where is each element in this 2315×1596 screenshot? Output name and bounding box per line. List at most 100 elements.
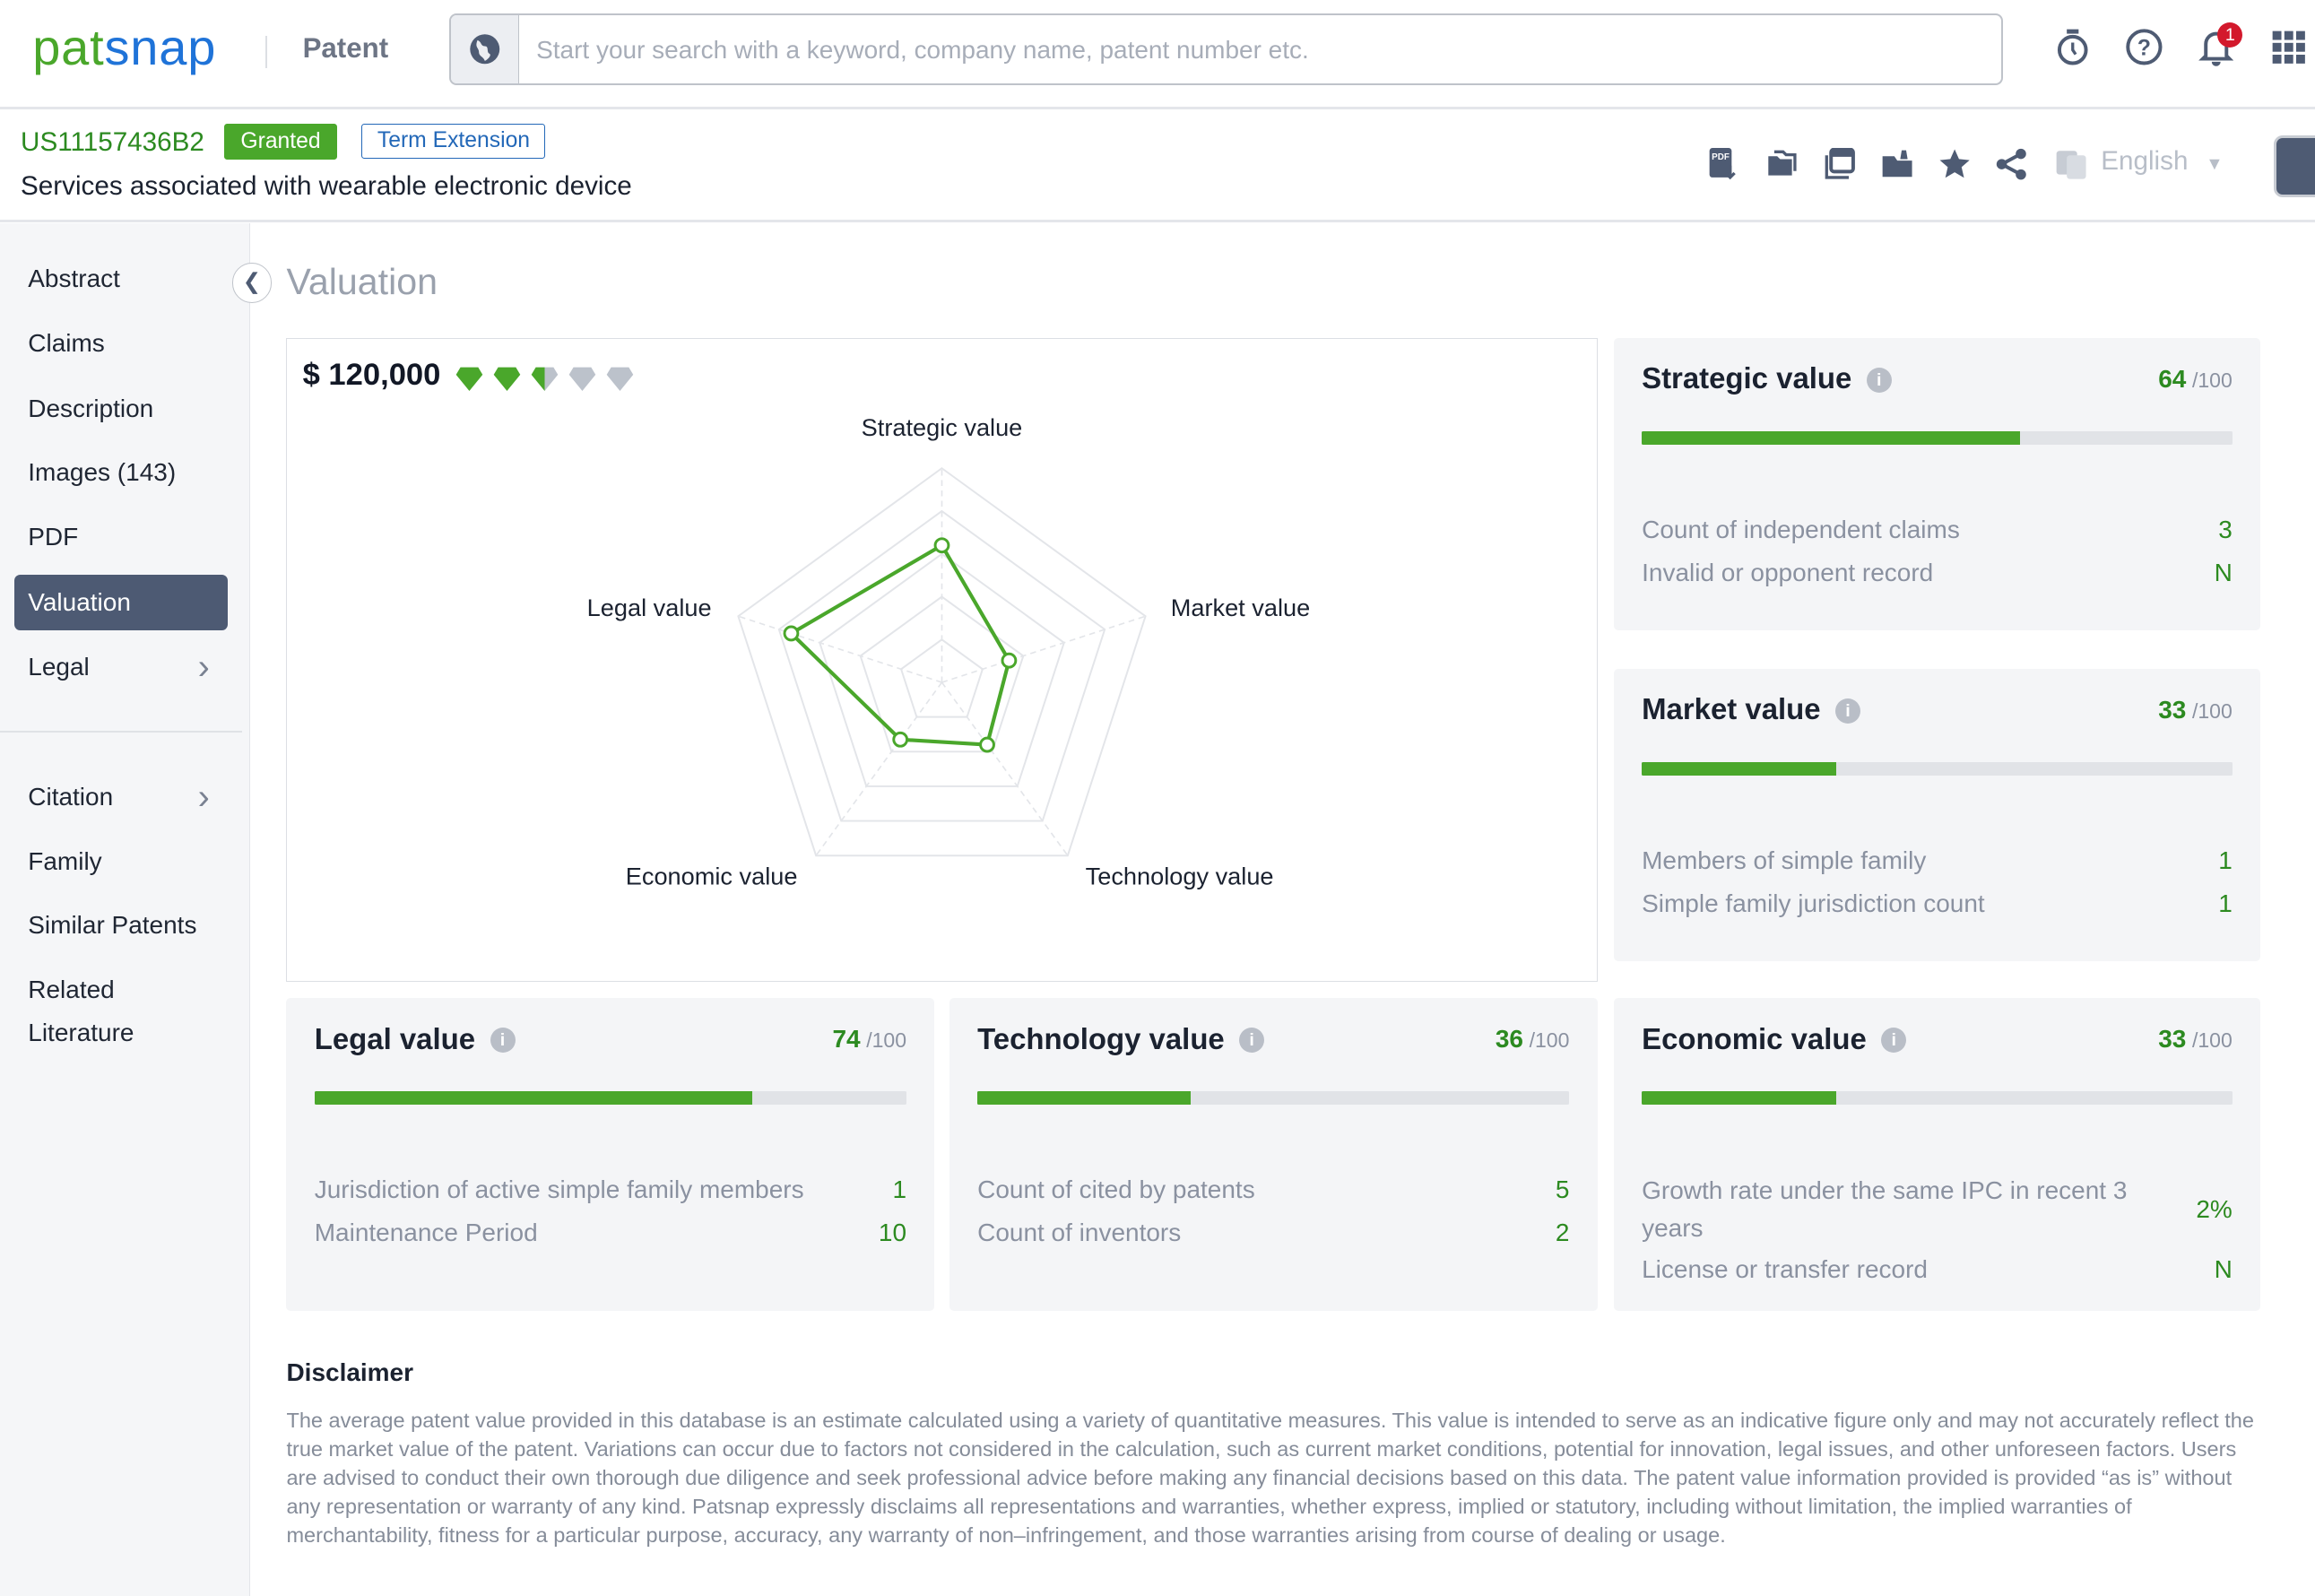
card-title: Economic value [1642, 1021, 1867, 1055]
logo-part: pat [32, 18, 105, 75]
metric-row: Members of simple family 1 [1642, 843, 2233, 879]
language-value: English [2101, 146, 2189, 177]
market-value-card: Market value i 33/100 Members of simple f… [1613, 668, 2261, 961]
apps-grid-icon[interactable] [2267, 27, 2309, 68]
metric-row: Count of independent claims 3 [1642, 512, 2233, 548]
translate-icon[interactable] [2055, 148, 2087, 180]
sidebar-item-label: Description [28, 394, 154, 422]
card-score: 64/100 [2158, 365, 2233, 394]
info-icon[interactable]: i [1835, 698, 1861, 724]
sidebar-item-similar-patents[interactable]: Similar Patents [14, 898, 227, 954]
status-badge: Granted [224, 124, 337, 160]
radar-grid-ring [859, 595, 1025, 753]
economic-value-card: Economic value i 33/100 Growth rate under… [1613, 998, 2261, 1312]
term-extension-tag[interactable]: Term Extension [361, 124, 546, 159]
radar-grid-ring [819, 552, 1065, 787]
radar-chart: Strategic value Market value Technology va… [587, 413, 1311, 890]
diamond-icon [493, 368, 521, 392]
diamond-icon [455, 368, 483, 392]
sidebar-item-label: Similar Patents [28, 911, 197, 940]
sidebar-item-valuation[interactable]: Valuation [14, 574, 228, 631]
sidebar-item-label: Citation [28, 782, 114, 811]
radar-point[interactable] [892, 731, 909, 748]
sidebar [0, 222, 251, 1596]
radar-series-line [788, 542, 1011, 747]
divider [265, 35, 268, 68]
radar-grid-ring [900, 638, 984, 718]
search-input[interactable] [533, 14, 1987, 83]
help-icon[interactable]: ? [2123, 27, 2164, 68]
metric-label: License or transfer record [1642, 1255, 1928, 1284]
sidebar-item-family[interactable]: Family [14, 834, 227, 890]
score-progress-fill [1642, 430, 2020, 445]
metric-value: N [2214, 1255, 2233, 1284]
sidebar-item-label: Claims [28, 329, 105, 358]
pdf-download-icon[interactable]: PDF [1708, 147, 1740, 180]
panel-toggle-button[interactable] [2273, 135, 2315, 198]
folder-icon[interactable] [1765, 148, 1798, 180]
metric-value: 10 [878, 1219, 907, 1247]
radar-grid-ring [737, 466, 1147, 856]
share-icon[interactable] [1996, 148, 2028, 180]
metric-value: 1 [2218, 846, 2233, 875]
radar-point[interactable] [783, 625, 800, 642]
score-value: 33 [2158, 695, 2187, 724]
metric-value: 2 [1555, 1219, 1570, 1247]
sidebar-item-label: PDF [28, 523, 79, 551]
sidebar-item-pdf[interactable]: PDF [14, 509, 227, 566]
card-title: Strategic value [1642, 361, 1852, 395]
radar-point[interactable] [1001, 652, 1018, 669]
score-value: 33 [2158, 1024, 2187, 1053]
card-title: Legal value [314, 1021, 476, 1055]
metric-label: Invalid or opponent record [1642, 559, 1934, 587]
score-max: /100 [1529, 1028, 1570, 1052]
star-icon[interactable] [1938, 148, 1971, 180]
sidebar-item-label: Related Literature [28, 976, 134, 1046]
alert-icon[interactable] [1881, 148, 1913, 180]
radar-point[interactable] [933, 537, 950, 553]
sidebar-item-legal[interactable]: Legal › [14, 639, 227, 696]
sidebar-item-description[interactable]: Description [14, 381, 227, 438]
chevron-right-icon: › [197, 776, 210, 817]
radar-axis-line [815, 681, 943, 856]
score-max: /100 [866, 1028, 907, 1052]
sidebar-item-label: Legal [28, 653, 90, 681]
collapse-sidebar-button[interactable]: ❮ [231, 263, 273, 303]
metric-value: 2% [2196, 1195, 2233, 1224]
sidebar-item-label: Images (143) [28, 457, 177, 486]
metric-row: Maintenance Period 10 [315, 1215, 906, 1251]
card-score: 33/100 [2158, 1025, 2233, 1054]
score-value: 64 [2158, 364, 2187, 393]
metric-label: Count of independent claims [1642, 516, 1960, 544]
patent-title: Services associated with wearable electr… [21, 171, 632, 202]
caret-down-icon: ▼ [2206, 154, 2224, 175]
compare-icon[interactable] [1824, 147, 1856, 180]
metric-value: 1 [2218, 889, 2233, 917]
patsnap-logo[interactable]: patsnap [32, 18, 216, 76]
metric-row: Growth rate under the same IPC in recent… [1642, 1172, 2233, 1245]
diamond-icon [531, 368, 559, 392]
timer-icon[interactable] [2052, 27, 2094, 68]
info-icon[interactable]: i [1881, 1028, 1907, 1054]
score-progress-fill [1642, 761, 1837, 776]
metric-label: Count of cited by patents [977, 1175, 1255, 1204]
score-progress-fill [1642, 1090, 1837, 1105]
info-icon[interactable]: i [1239, 1028, 1265, 1054]
metric-value: N [2214, 559, 2233, 587]
language-select[interactable]: English ▼ [2101, 146, 2223, 177]
info-icon[interactable]: i [1866, 368, 1892, 394]
radar-axis-label: Legal value [587, 594, 712, 621]
info-icon[interactable]: i [490, 1028, 516, 1054]
product-name[interactable]: Patent [302, 32, 389, 65]
value-rating [455, 366, 643, 399]
globe-icon[interactable] [450, 14, 520, 83]
svg-text:PDF: PDF [1712, 152, 1730, 162]
sidebar-item-images-143[interactable]: Images (143) [14, 445, 227, 501]
sidebar-item-related-literature[interactable]: Related Literature [14, 963, 227, 1052]
sidebar-item-claims[interactable]: Claims [14, 316, 227, 372]
radar-point[interactable] [979, 736, 995, 753]
metric-label: Maintenance Period [314, 1219, 538, 1247]
sidebar-item-citation[interactable]: Citation › [14, 769, 227, 826]
sidebar-item-abstract[interactable]: Abstract [14, 251, 227, 308]
radar-axis-label: Technology value [1086, 862, 1274, 889]
